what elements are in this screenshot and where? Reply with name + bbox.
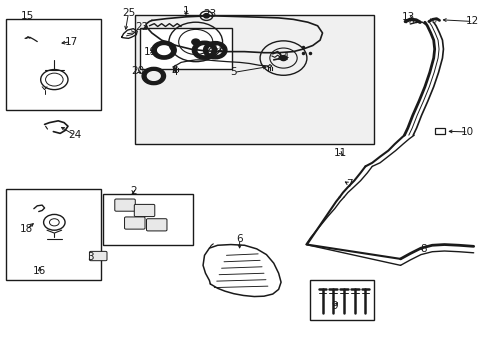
Text: 20: 20 — [131, 66, 144, 76]
Text: 12: 12 — [465, 17, 478, 27]
Circle shape — [191, 39, 199, 45]
Text: 15: 15 — [21, 12, 34, 22]
FancyBboxPatch shape — [134, 204, 155, 217]
Text: 9: 9 — [331, 301, 337, 311]
Text: 10: 10 — [460, 127, 473, 137]
Bar — [5, 189, 101, 280]
Text: 3: 3 — [87, 252, 94, 262]
Text: 13: 13 — [401, 12, 414, 22]
Text: 17: 17 — [64, 37, 78, 46]
Text: 25: 25 — [122, 8, 135, 18]
Text: 19: 19 — [143, 46, 157, 57]
Text: 5: 5 — [230, 67, 237, 77]
Text: 7: 7 — [346, 179, 352, 189]
Bar — [434, 129, 445, 134]
Bar — [140, 28, 232, 69]
Text: 14: 14 — [276, 52, 289, 62]
Text: 18: 18 — [20, 225, 33, 234]
Bar — [5, 19, 101, 110]
Text: 11: 11 — [333, 148, 346, 158]
FancyBboxPatch shape — [146, 219, 166, 231]
Text: 16: 16 — [33, 266, 46, 276]
Text: 6: 6 — [236, 234, 243, 244]
Text: 23: 23 — [203, 9, 216, 19]
FancyBboxPatch shape — [89, 251, 107, 261]
Bar — [103, 194, 193, 244]
Text: 1: 1 — [183, 6, 189, 16]
Circle shape — [280, 55, 286, 60]
Text: 22: 22 — [135, 22, 148, 32]
Circle shape — [203, 14, 209, 18]
Bar — [135, 15, 373, 144]
Text: 8: 8 — [420, 244, 427, 254]
FancyBboxPatch shape — [124, 217, 145, 229]
Bar — [310, 280, 373, 320]
Text: 2: 2 — [130, 186, 136, 196]
FancyBboxPatch shape — [115, 199, 135, 211]
Text: 4: 4 — [171, 67, 178, 77]
Text: 21: 21 — [210, 43, 223, 53]
Text: 24: 24 — [68, 130, 81, 140]
